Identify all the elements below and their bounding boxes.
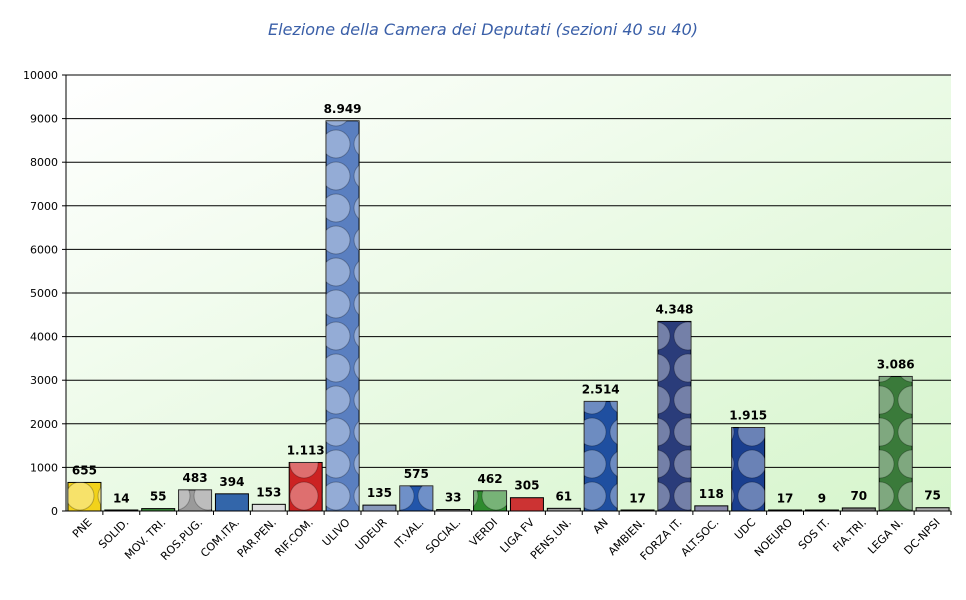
x-tick-label: FIA.TRI. xyxy=(830,516,869,555)
data-label: 2.514 xyxy=(582,382,620,396)
data-labels: 655 14 55 483 394 153 1.113 8.949 135 575 33 462 305… xyxy=(72,102,941,506)
bar-liga-fv xyxy=(509,497,544,512)
data-label: 61 xyxy=(555,489,572,503)
data-label: 70 xyxy=(850,489,867,503)
data-label: 4.348 xyxy=(655,302,693,316)
data-label: 483 xyxy=(183,471,208,485)
x-tick-label: PAR.PEN. xyxy=(235,516,279,560)
data-label: 655 xyxy=(72,463,97,477)
bar-logo-pattern xyxy=(289,462,323,511)
x-tick-label: NOEURO xyxy=(752,516,796,560)
chart-title: Elezione della Camera dei Deputati (sezi… xyxy=(268,20,698,39)
bar-logo-pattern xyxy=(67,482,101,511)
bar-logo-pattern xyxy=(178,489,212,511)
y-tick-label: 8000 xyxy=(30,156,58,169)
bar-logo-pattern xyxy=(584,401,618,511)
data-label: 153 xyxy=(256,485,281,499)
y-tick-label: 2000 xyxy=(30,418,58,431)
data-label: 1.915 xyxy=(729,409,767,423)
y-tick-label: 0 xyxy=(51,505,58,518)
x-tick-label: COM.ITA. xyxy=(198,516,242,560)
x-tick-label: UDC xyxy=(732,516,759,543)
x-tick-label: VERDI xyxy=(467,516,500,549)
x-tick-label: RIF.COM. xyxy=(272,516,315,559)
bar-par-pen xyxy=(251,503,286,512)
x-tick-label: IT.VAL. xyxy=(392,516,427,551)
y-tick-label: 3000 xyxy=(30,374,58,387)
data-label: 135 xyxy=(367,486,392,500)
data-label: 33 xyxy=(445,491,462,505)
data-label: 17 xyxy=(777,491,794,505)
y-tick-label: 4000 xyxy=(30,331,58,344)
data-label: 8.949 xyxy=(324,102,362,116)
x-tick-label: SOCIAL. xyxy=(423,516,463,556)
x-tick-label: PENS.UN. xyxy=(528,516,574,562)
y-tick-label: 7000 xyxy=(30,200,58,213)
data-label: 462 xyxy=(478,472,503,486)
data-label: 3.086 xyxy=(877,357,915,371)
bar-com-ita xyxy=(214,493,249,512)
data-label: 14 xyxy=(113,491,130,505)
bar-logo-pattern xyxy=(326,120,360,511)
data-label: 75 xyxy=(924,489,941,503)
x-tick-label: ALT.SOC. xyxy=(678,516,721,559)
bar-logo-pattern xyxy=(731,427,765,511)
bar-logo-pattern xyxy=(399,485,433,511)
x-tick-label: ULIVO xyxy=(320,516,353,549)
bar-alt-soc xyxy=(694,505,729,512)
y-tick-label: 6000 xyxy=(30,243,58,256)
x-tick-label: SOLID. xyxy=(96,516,131,551)
data-label: 55 xyxy=(150,490,167,504)
y-tick-label: 1000 xyxy=(30,461,58,474)
data-label: 394 xyxy=(219,475,244,489)
y-axis: 0 1000 2000 3000 4000 5000 6000 7000 8000 9000 100… xyxy=(23,69,66,518)
data-label: 1.113 xyxy=(287,443,325,457)
data-label: 9 xyxy=(818,492,826,506)
x-tick-label: AN xyxy=(590,516,610,536)
x-axis: PNE SOLID.MOV. TRI.ROS.PUG.COM.ITA.PAR.PE… xyxy=(70,511,952,563)
bar-logo-pattern xyxy=(473,490,507,511)
gridlines xyxy=(66,74,951,468)
y-tick-label: 5000 xyxy=(30,287,58,300)
data-label: 305 xyxy=(514,479,539,493)
x-tick-label: UDEUR xyxy=(353,516,390,553)
x-tick-label: SOS IT. xyxy=(796,516,832,552)
data-label: 575 xyxy=(404,467,429,481)
bar-logo-pattern xyxy=(657,321,691,511)
data-label: 17 xyxy=(629,491,646,505)
bars xyxy=(67,120,950,512)
data-label: 118 xyxy=(699,487,724,501)
x-tick-label: DC-NPSI xyxy=(902,516,943,557)
y-tick-label: 10000 xyxy=(23,69,58,82)
y-tick-label: 9000 xyxy=(30,113,58,126)
bar-logo-pattern xyxy=(879,376,913,511)
x-tick-label: PNE xyxy=(70,516,95,541)
x-tick-label: LEGA N. xyxy=(865,516,906,557)
bar-udeur xyxy=(362,504,397,512)
